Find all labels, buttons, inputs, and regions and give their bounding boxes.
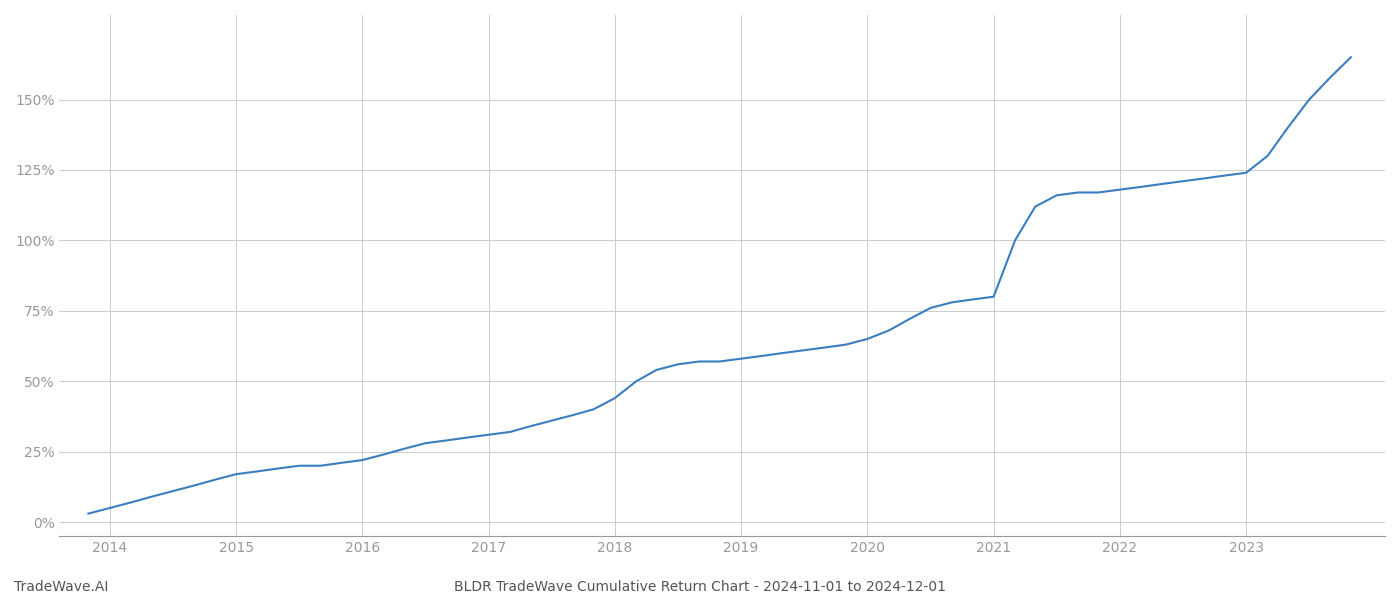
- Text: BLDR TradeWave Cumulative Return Chart - 2024-11-01 to 2024-12-01: BLDR TradeWave Cumulative Return Chart -…: [454, 580, 946, 594]
- Text: TradeWave.AI: TradeWave.AI: [14, 580, 108, 594]
